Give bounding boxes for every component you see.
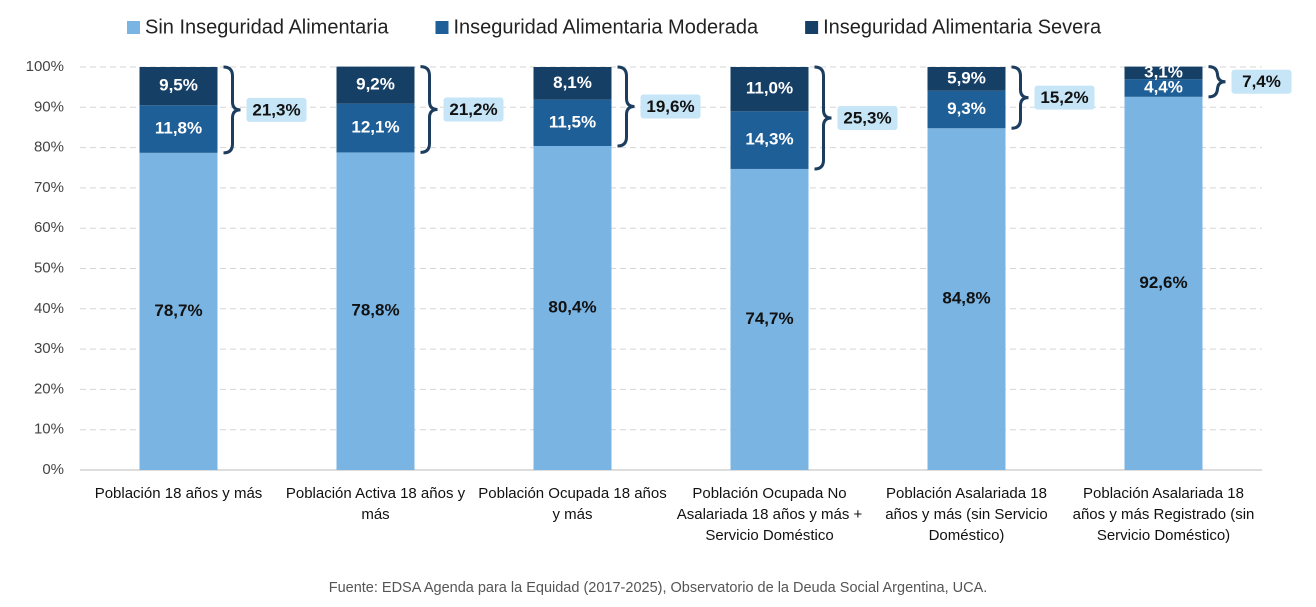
bar-segment xyxy=(139,105,218,153)
bar-segment xyxy=(1124,79,1203,97)
data-label: 78,8% xyxy=(351,301,399,320)
bracket xyxy=(1208,65,1226,99)
bar-segment xyxy=(730,168,809,471)
bar-segment xyxy=(1124,66,1203,80)
y-tick-label: 50% xyxy=(34,259,64,276)
bar-segment xyxy=(927,128,1006,471)
legend-swatch xyxy=(435,21,449,34)
bracket xyxy=(1011,65,1029,130)
bracket-total-box xyxy=(837,105,898,130)
data-label: 11,8% xyxy=(155,119,202,138)
bracket-total-label: 7,4% xyxy=(1242,72,1281,91)
bar-segment xyxy=(139,67,218,106)
bar-segment xyxy=(533,99,612,146)
data-label: 11,5% xyxy=(549,112,596,131)
data-label: 9,5% xyxy=(159,76,198,95)
y-tick-label: 30% xyxy=(34,340,64,357)
x-tick-label: Población Ocupada No Asalariada 18 años … xyxy=(676,485,863,544)
data-label: 74,7% xyxy=(745,309,793,328)
y-tick-label: 0% xyxy=(42,461,64,478)
bar-segment xyxy=(336,152,415,470)
x-tick-label: Población Asalariada 18 años y más Regis… xyxy=(1072,485,1255,544)
data-label: 9,3% xyxy=(947,99,986,118)
source-note: Fuente: EDSA Agenda para la Equidad (201… xyxy=(328,580,988,596)
bar-segment xyxy=(533,67,612,100)
x-tick-label: Población Ocupada 18 años y más xyxy=(478,485,667,523)
bar-segment xyxy=(730,67,809,112)
data-label: 5,9% xyxy=(947,68,986,87)
legend-label: Inseguridad Alimentaria Severa xyxy=(823,16,1102,38)
data-label: 9,2% xyxy=(356,75,395,94)
bracket-total-label: 21,3% xyxy=(252,100,300,119)
data-label: 14,3% xyxy=(745,130,793,149)
y-tick-label: 100% xyxy=(26,58,64,75)
data-label: 4,4% xyxy=(1144,77,1183,96)
data-label: 80,4% xyxy=(548,297,596,316)
data-label: 8,1% xyxy=(553,73,592,92)
legend-swatch xyxy=(127,21,140,34)
bar-segment xyxy=(1124,96,1203,471)
bracket-total-box xyxy=(443,97,504,122)
bar-segment xyxy=(139,152,218,471)
bar-segment xyxy=(336,103,415,153)
data-label: 3,1% xyxy=(1144,62,1183,81)
bracket-total-box xyxy=(1231,69,1292,94)
bar-segment xyxy=(533,145,612,470)
bracket-total-box xyxy=(246,97,307,122)
legend-swatch xyxy=(805,21,819,34)
data-label: 11,0% xyxy=(746,79,793,98)
bracket-total-label: 19,6% xyxy=(646,97,694,116)
x-tick-label: Población Asalariada 18 años y más (sin … xyxy=(885,485,1048,544)
data-label: 84,8% xyxy=(942,289,990,308)
bracket-total-label: 25,3% xyxy=(843,108,891,127)
bracket xyxy=(420,65,438,154)
y-tick-label: 70% xyxy=(34,179,64,196)
y-tick-label: 20% xyxy=(34,380,64,397)
data-label: 12,1% xyxy=(351,118,399,137)
x-tick-label: Población 18 años y más xyxy=(94,485,263,502)
data-label: 78,7% xyxy=(154,301,202,320)
bracket xyxy=(814,65,832,171)
y-tick-label: 40% xyxy=(34,300,64,317)
y-tick-label: 80% xyxy=(34,139,64,156)
bracket-total-box xyxy=(1034,85,1095,110)
bar-segment xyxy=(730,111,809,169)
bracket-total-label: 15,2% xyxy=(1040,88,1088,107)
bracket xyxy=(617,65,635,148)
data-label: 92,6% xyxy=(1139,273,1187,292)
legend-label: Sin Inseguridad Alimentaria xyxy=(145,16,389,38)
y-tick-label: 60% xyxy=(34,219,64,236)
bar-segment xyxy=(927,67,1006,91)
bracket-total-box xyxy=(640,94,701,119)
x-tick-label: Población Activa 18 años y más xyxy=(285,485,466,523)
bracket xyxy=(223,65,241,155)
y-tick-label: 90% xyxy=(34,98,64,115)
legend-label: Inseguridad Alimentaria Moderada xyxy=(453,16,759,38)
y-tick-label: 10% xyxy=(34,421,64,438)
bar-segment xyxy=(336,66,415,104)
bracket-total-label: 21,2% xyxy=(449,100,497,119)
bar-segment xyxy=(927,90,1006,129)
